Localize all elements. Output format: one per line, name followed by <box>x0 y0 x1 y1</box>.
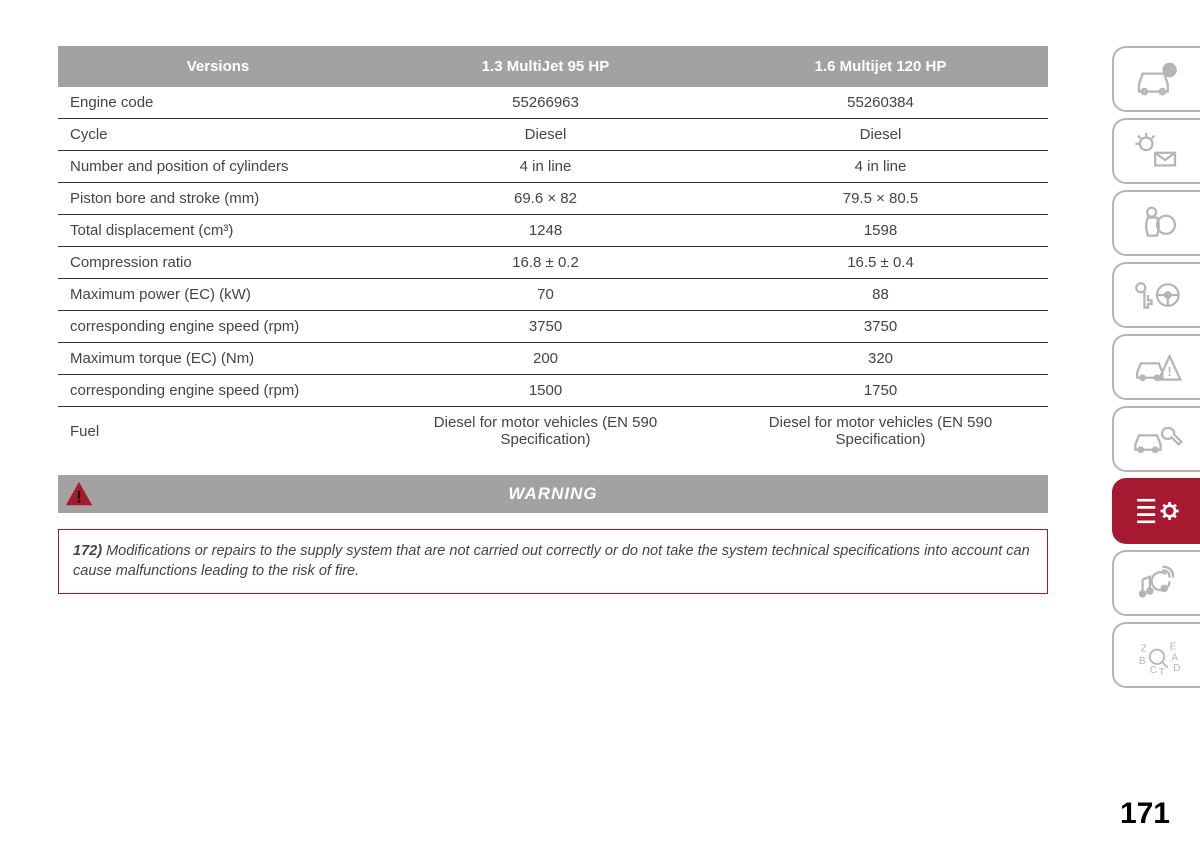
svg-text:!: ! <box>76 487 82 506</box>
tab-index[interactable]: Z B E A D C T <box>1112 622 1200 688</box>
table-row: Compression ratio16.8 ± 0.216.5 ± 0.4 <box>58 247 1048 279</box>
col-header: Versions <box>58 46 378 87</box>
table-cell: Maximum torque (EC) (Nm) <box>58 343 378 375</box>
tab-multimedia[interactable] <box>1112 550 1200 616</box>
table-row: Number and position of cylinders4 in lin… <box>58 151 1048 183</box>
table-row: Maximum power (EC) (kW)7088 <box>58 279 1048 311</box>
table-cell: Maximum power (EC) (kW) <box>58 279 378 311</box>
warning-label: WARNING <box>58 484 1048 504</box>
table-cell: Diesel <box>713 119 1048 151</box>
multimedia-icon <box>1130 561 1184 605</box>
svg-text:A: A <box>1171 652 1178 663</box>
table-row: corresponding engine speed (rpm)37503750 <box>58 311 1048 343</box>
airbag-icon <box>1130 201 1184 245</box>
table-cell: Piston bore and stroke (mm) <box>58 183 378 215</box>
svg-text:!: ! <box>1167 365 1171 379</box>
warning-bar: ! WARNING <box>58 475 1048 513</box>
maintenance-icon <box>1130 417 1184 461</box>
warning-box: 172) Modifications or repairs to the sup… <box>58 529 1048 594</box>
tab-specs-settings[interactable] <box>1112 478 1200 544</box>
table-cell: 320 <box>713 343 1048 375</box>
table-cell: 70 <box>378 279 713 311</box>
svg-text:Z: Z <box>1141 643 1147 654</box>
table-cell: Total displacement (cm³) <box>58 215 378 247</box>
table-header-row: Versions 1.3 MultiJet 95 HP 1.6 Multijet… <box>58 46 1048 87</box>
col-header: 1.3 MultiJet 95 HP <box>378 46 713 87</box>
tab-key-steering[interactable] <box>1112 262 1200 328</box>
svg-text:B: B <box>1139 656 1146 667</box>
tab-lights-messages[interactable] <box>1112 118 1200 184</box>
table-cell: 69.6 × 82 <box>378 183 713 215</box>
table-cell: Diesel for motor vehicles (EN 590 Specif… <box>378 407 713 456</box>
table-row: FuelDiesel for motor vehicles (EN 590 Sp… <box>58 407 1048 456</box>
table-row: Maximum torque (EC) (Nm)200320 <box>58 343 1048 375</box>
warning-text: Modifications or repairs to the supply s… <box>73 543 1030 579</box>
vehicle-info-icon: i <box>1130 57 1184 101</box>
table-cell: corresponding engine speed (rpm) <box>58 311 378 343</box>
table-cell: 55266963 <box>378 87 713 119</box>
table-cell: Diesel <box>378 119 713 151</box>
table-row: Engine code5526696355260384 <box>58 87 1048 119</box>
svg-text:E: E <box>1170 642 1177 653</box>
col-header: 1.6 Multijet 120 HP <box>713 46 1048 87</box>
warning-triangle-icon: ! <box>64 479 94 509</box>
index-icon: Z B E A D C T <box>1130 633 1184 677</box>
specifications-table: Versions 1.3 MultiJet 95 HP 1.6 Multijet… <box>58 46 1048 455</box>
table-cell: 4 in line <box>378 151 713 183</box>
table-cell: Fuel <box>58 407 378 456</box>
table-row: CycleDieselDiesel <box>58 119 1048 151</box>
table-row: Total displacement (cm³)12481598 <box>58 215 1048 247</box>
svg-text:C: C <box>1150 665 1157 676</box>
lights-messages-icon <box>1130 129 1184 173</box>
table-cell: Compression ratio <box>58 247 378 279</box>
table-cell: 1750 <box>713 375 1048 407</box>
table-cell: 3750 <box>378 311 713 343</box>
table-cell: Cycle <box>58 119 378 151</box>
table-cell: Number and position of cylinders <box>58 151 378 183</box>
page-number: 171 <box>1120 797 1170 831</box>
table-cell: Engine code <box>58 87 378 119</box>
table-cell: 16.8 ± 0.2 <box>378 247 713 279</box>
table-row: corresponding engine speed (rpm)15001750 <box>58 375 1048 407</box>
table-cell: corresponding engine speed (rpm) <box>58 375 378 407</box>
tab-airbag[interactable] <box>1112 190 1200 256</box>
tab-maintenance[interactable] <box>1112 406 1200 472</box>
table-row: Piston bore and stroke (mm)69.6 × 8279.5… <box>58 183 1048 215</box>
tab-collision[interactable]: ! <box>1112 334 1200 400</box>
table-cell: 200 <box>378 343 713 375</box>
table-cell: 55260384 <box>713 87 1048 119</box>
table-cell: 16.5 ± 0.4 <box>713 247 1048 279</box>
warning-item-number: 172) <box>73 543 102 559</box>
table-cell: 4 in line <box>713 151 1048 183</box>
collision-icon: ! <box>1130 345 1184 389</box>
key-steering-icon <box>1130 273 1184 317</box>
svg-text:T: T <box>1159 667 1165 677</box>
table-cell: 1598 <box>713 215 1048 247</box>
table-cell: Diesel for motor vehicles (EN 590 Specif… <box>713 407 1048 456</box>
table-cell: 1500 <box>378 375 713 407</box>
table-body: Engine code5526696355260384CycleDieselDi… <box>58 87 1048 455</box>
table-cell: 1248 <box>378 215 713 247</box>
table-cell: 79.5 × 80.5 <box>713 183 1048 215</box>
side-tabs: i ! <box>1112 46 1200 688</box>
table-cell: 3750 <box>713 311 1048 343</box>
table-cell: 88 <box>713 279 1048 311</box>
svg-text:D: D <box>1173 663 1180 674</box>
specs-settings-icon <box>1130 489 1184 533</box>
tab-vehicle-info[interactable]: i <box>1112 46 1200 112</box>
page-content: Versions 1.3 MultiJet 95 HP 1.6 Multijet… <box>58 46 1048 594</box>
